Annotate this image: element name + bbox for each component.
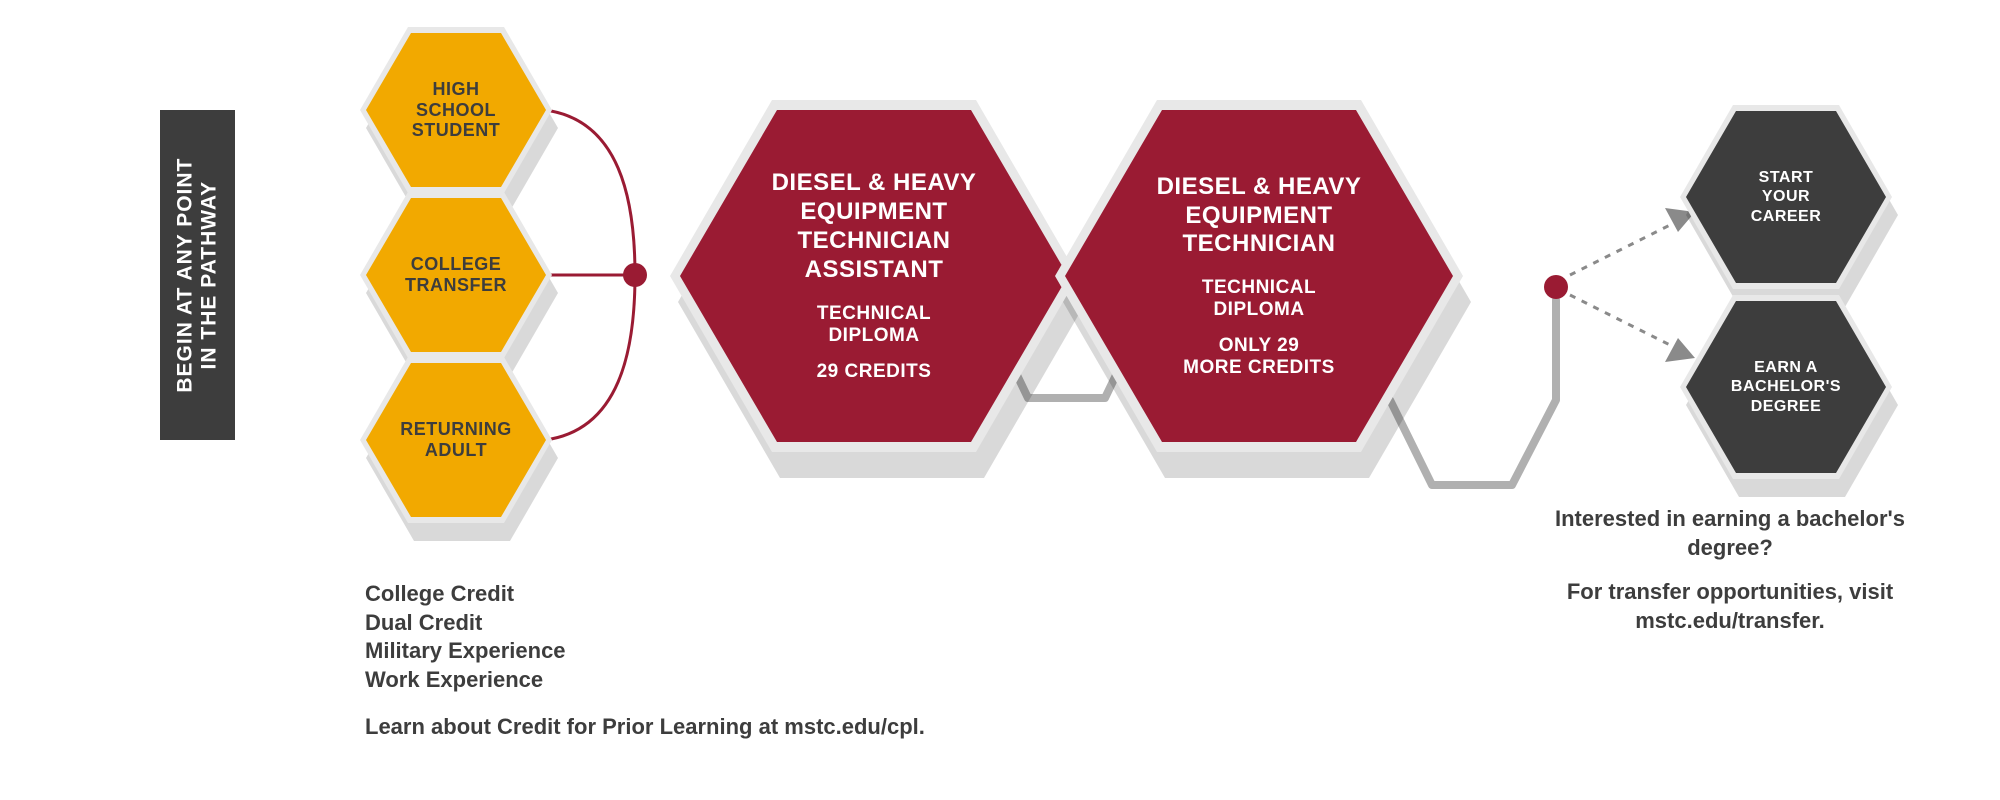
side-label-line1: BEGIN AT ANY POINT xyxy=(173,157,196,392)
entry-label: HIGHSCHOOLSTUDENT xyxy=(412,79,501,141)
junction-dot-1 xyxy=(623,263,647,287)
side-label: BEGIN AT ANY POINT IN THE PATHWAY xyxy=(160,110,235,440)
transfer-line1: Interested in earning a bachelor's degre… xyxy=(1530,505,1930,562)
entry-label: COLLEGETRANSFER xyxy=(405,254,507,295)
program-title: DIESEL & HEAVYEQUIPMENTTECHNICIAN xyxy=(1157,173,1362,259)
program-hex-2: DIESEL & HEAVYEQUIPMENTTECHNICIAN TECHNI… xyxy=(1055,100,1463,452)
pathway-diagram: BEGIN AT ANY POINT IN THE PATHWAY HIGHSC… xyxy=(0,0,2000,800)
side-label-line2: IN THE PATHWAY xyxy=(198,181,221,370)
prior-learning-item: Work Experience xyxy=(365,666,925,695)
prior-learning-block: College Credit Dual Credit Military Expe… xyxy=(365,580,925,740)
cpl-cta: Learn about Credit for Prior Learning at… xyxy=(365,714,925,740)
outcome-hex-career: STARTYOURCAREER xyxy=(1680,105,1892,289)
program-title: DIESEL & HEAVYEQUIPMENTTECHNICIANASSISTA… xyxy=(772,169,977,284)
prior-learning-item: College Credit xyxy=(365,580,925,609)
prior-learning-item: Dual Credit xyxy=(365,609,925,638)
entry-hex-returning-adult: RETURNINGADULT xyxy=(360,357,552,523)
transfer-block: Interested in earning a bachelor's degre… xyxy=(1530,505,1930,635)
transfer-line2: For transfer opportunities, visit mstc.e… xyxy=(1530,578,1930,635)
outcome-label: STARTYOURCAREER xyxy=(1751,168,1822,226)
program-hex-1: DIESEL & HEAVYEQUIPMENTTECHNICIANASSISTA… xyxy=(670,100,1078,452)
program-subtitle: TECHNICALDIPLOMA xyxy=(1202,277,1316,321)
junction-dot-2 xyxy=(1544,275,1568,299)
program-credits: 29 CREDITS xyxy=(817,361,932,383)
entry-label: RETURNINGADULT xyxy=(400,419,512,460)
entry-hex-college-transfer: COLLEGETRANSFER xyxy=(360,192,552,358)
outcome-label: EARN ABACHELOR'SDEGREE xyxy=(1731,358,1841,416)
outcome-hex-bachelor: EARN ABACHELOR'SDEGREE xyxy=(1680,295,1892,479)
prior-learning-item: Military Experience xyxy=(365,637,925,666)
program-subtitle: TECHNICALDIPLOMA xyxy=(817,303,931,347)
program-credits: ONLY 29MORE CREDITS xyxy=(1183,335,1335,379)
entry-hex-high-school: HIGHSCHOOLSTUDENT xyxy=(360,27,552,193)
